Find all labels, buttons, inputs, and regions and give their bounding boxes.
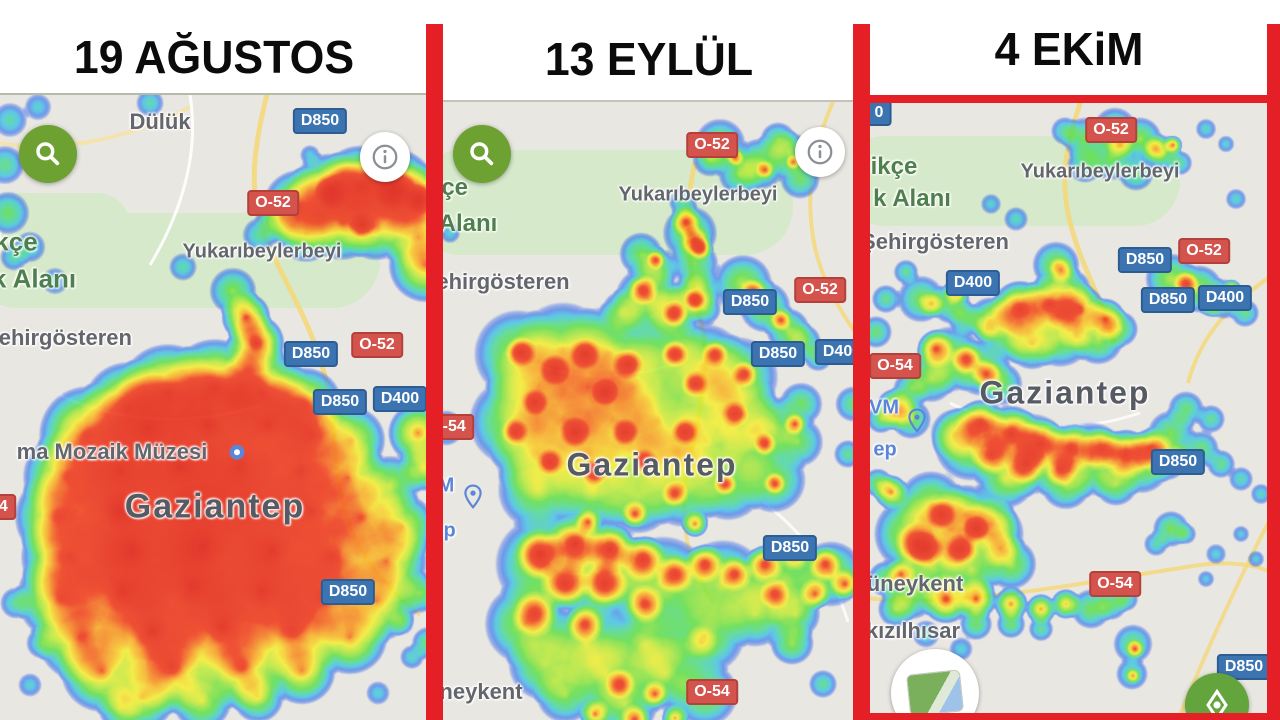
- map-label: VM: [870, 396, 899, 419]
- search-icon: [466, 138, 498, 170]
- map-label: k Alanı: [873, 185, 951, 212]
- road-badge-o-54: O-54: [686, 679, 738, 705]
- info-button[interactable]: [795, 127, 845, 177]
- map-label: M: [443, 475, 454, 498]
- search-button[interactable]: [19, 125, 77, 183]
- map-label: kçe: [443, 174, 469, 201]
- map-pin-icon: [228, 443, 246, 466]
- panel3-bottom-border: [853, 713, 1280, 720]
- panel3-top-border: [853, 95, 1280, 103]
- road-badge-d850: D850: [312, 389, 368, 415]
- map-label: neykent: [443, 679, 523, 704]
- panel-divider: [853, 24, 870, 720]
- map-label: k Alanı: [0, 263, 77, 294]
- compass-icon: [1199, 687, 1235, 714]
- panel-title-19-agustos: 19 AĞUSTOS: [73, 31, 355, 83]
- road-badge-d400: D400: [814, 339, 855, 365]
- road-badge-d850: D850: [1117, 247, 1173, 273]
- maptype-button[interactable]: [891, 649, 979, 714]
- map-label: ehirgösteren: [443, 269, 570, 294]
- road-badge-d850: D850: [722, 289, 778, 315]
- road-badge-o-52: O-52: [1085, 117, 1137, 143]
- info-icon: [805, 137, 835, 167]
- map-label: Yukarıbeylerbeyi: [1020, 160, 1180, 183]
- map-pin-icon: [904, 407, 930, 438]
- road-badge-d850: D850: [1140, 287, 1196, 313]
- map-pin-icon: [460, 483, 486, 514]
- road-badge-d850: D850: [762, 535, 818, 561]
- info-button[interactable]: [360, 132, 410, 182]
- road-badge-o-52: O-52: [1178, 238, 1230, 264]
- road-badge-o-54: O-54: [0, 494, 16, 520]
- map-label: Dülük: [129, 109, 191, 134]
- map-label: kızılhısar: [870, 618, 961, 643]
- road-badge-o-52: O-52: [794, 277, 846, 303]
- map-label: Şehirgösteren: [0, 325, 132, 350]
- road-badge-d850: D850: [1216, 654, 1268, 680]
- map-label: Gaziantep: [124, 487, 306, 526]
- map-label: Yukarıbeylerbeyi: [182, 240, 342, 263]
- map-panel-13-eylul[interactable]: Yukarıbeylerbeyi kçe Alanı ehirgösteren Gazi…: [443, 100, 855, 720]
- road-badge-d850: D850: [750, 341, 806, 367]
- map-label: ep: [873, 438, 897, 461]
- road-badge-d850: D850: [320, 579, 376, 605]
- road-badge-d400: D400: [945, 270, 1001, 296]
- info-icon: [370, 142, 400, 172]
- map-thumbnail: [905, 669, 965, 714]
- road-badge-o-52: O-52: [247, 190, 299, 216]
- road-badge-o-54: O-54: [870, 353, 921, 379]
- road-badge-d400: D400: [1197, 285, 1253, 311]
- road-badge-d850: D850: [292, 108, 348, 134]
- road-badge-o-52: O-52: [351, 332, 403, 358]
- map-panel-4-ekim[interactable]: Yukarıbeylerbeyi ikçe k Alanı Şehirgösteren…: [870, 103, 1268, 714]
- map-label: Alanı: [443, 210, 498, 237]
- heatmap-canvas: [870, 103, 1268, 714]
- map-label: ep: [443, 519, 456, 542]
- map-label: Gaziantep: [566, 446, 738, 483]
- map-panel-19-agustos[interactable]: Dülük Yukarıbeylerbeyi kçe k Alanı Şehirgöst…: [0, 93, 428, 720]
- search-icon: [32, 138, 64, 170]
- map-label: ma Mozaik Müzesi: [16, 439, 208, 464]
- road-badge-d850: D850: [1150, 449, 1206, 475]
- road-badge-0: 0: [870, 103, 892, 126]
- map-label: üneykent: [870, 571, 964, 596]
- map-label: Gaziantep: [979, 374, 1151, 411]
- map-label: ikçe: [870, 153, 918, 180]
- maptype-icon: [905, 669, 965, 714]
- panel-divider: [426, 24, 443, 720]
- road-badge-o-52: O-52: [686, 132, 738, 158]
- map-label: kçe: [0, 226, 38, 257]
- road-badge-d850: D850: [283, 341, 339, 367]
- road-badge-d400: D400: [372, 386, 428, 412]
- panel-title-13-eylul: 13 EYLÜL: [544, 33, 754, 85]
- heatmap-canvas: [443, 102, 855, 720]
- road-badge-o-54: O-54: [1089, 571, 1141, 597]
- map-label: Yukarıbeylerbeyi: [618, 183, 778, 206]
- panel-title-4-ekim: 4 EKiM: [994, 23, 1144, 75]
- right-border: [1267, 24, 1280, 720]
- map-label: Şehirgösteren: [870, 229, 1009, 254]
- search-button[interactable]: [453, 125, 511, 183]
- road-badge-o-54: O-54: [443, 414, 474, 440]
